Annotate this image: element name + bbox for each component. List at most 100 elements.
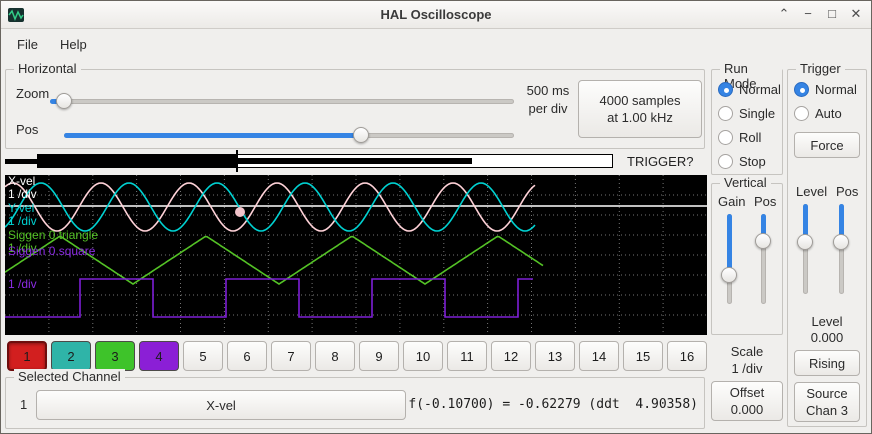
radio-dot <box>718 82 733 97</box>
channel-button-9[interactable]: 9 <box>359 341 399 371</box>
run-mode-group: Run Mode Normal Single Roll Stop <box>711 61 783 175</box>
rate-line1: 500 ms <box>526 83 570 98</box>
radio-label: Normal <box>739 82 781 97</box>
vertical-pos-slider[interactable] <box>754 214 772 304</box>
trigger-level-label: Level <box>796 184 828 199</box>
trigger-group-label: Trigger <box>796 61 845 76</box>
selected-channel-number: 1 <box>20 397 28 412</box>
trigger-position-bar[interactable] <box>37 154 613 168</box>
trigger-position-tick[interactable] <box>236 150 238 172</box>
trigger-question-label: TRIGGER? <box>627 154 694 169</box>
samples-line1: 4000 samples <box>599 93 681 108</box>
window-title: HAL Oscilloscope <box>380 7 492 22</box>
scale-value: 1 /div <box>731 361 763 376</box>
samples-button[interactable]: 4000 samples at 1.00 kHz <box>578 80 702 138</box>
offset-value: 0.000 <box>730 402 764 417</box>
radio-normal[interactable]: Normal <box>718 82 781 97</box>
horizontal-group-label: Horizontal <box>14 61 81 76</box>
channel-button-10[interactable]: 10 <box>403 341 443 371</box>
minimize-button[interactable]: − <box>804 6 812 21</box>
menubar: File Help <box>1 30 871 58</box>
pos-slider-handle[interactable] <box>353 127 369 143</box>
samples-line2: at 1.00 kHz <box>607 110 673 125</box>
scale-display: Scale 1 /div <box>711 343 783 377</box>
shade-button[interactable]: ⌃ <box>778 6 790 21</box>
trigger-mode-options: Normal Auto <box>794 82 857 121</box>
gain-slider[interactable] <box>720 214 738 304</box>
zoom-slider-handle[interactable] <box>55 93 72 109</box>
trigger-level-slider[interactable] <box>796 204 814 294</box>
app-icon <box>8 7 24 23</box>
channel-button-6[interactable]: 6 <box>227 341 267 371</box>
gain-slider-handle[interactable] <box>721 267 737 284</box>
channel-button-8[interactable]: 8 <box>315 341 355 371</box>
trigger-pos-label: Pos <box>836 184 859 199</box>
zoom-slider-trough[interactable] <box>50 99 514 104</box>
vertical-group-label: Vertical <box>720 175 771 190</box>
trigger-level-value: 0.000 <box>810 330 844 345</box>
channel-button-14[interactable]: 14 <box>579 341 619 371</box>
channel-buttons: 1 2 3 4 5 6 7 8 9 10 11 12 13 14 15 16 <box>7 341 707 371</box>
close-button[interactable]: ✕ <box>850 6 862 21</box>
trigger-pos-slider-handle[interactable] <box>833 233 849 250</box>
radio-normal[interactable]: Normal <box>794 82 857 97</box>
offset-label: Offset <box>729 385 765 400</box>
radio-label: Auto <box>815 106 842 121</box>
trigger-pos-slider[interactable] <box>832 204 850 294</box>
channel-button-7[interactable]: 7 <box>271 341 311 371</box>
gain-slider-trough[interactable] <box>727 214 732 304</box>
zoom-label: Zoom <box>16 86 50 101</box>
radio-stop[interactable]: Stop <box>718 154 781 169</box>
maximize-button[interactable]: □ <box>828 6 836 21</box>
channel-button-16[interactable]: 16 <box>667 341 707 371</box>
radio-dot <box>794 82 809 97</box>
trigger-level-slider-handle[interactable] <box>797 233 813 250</box>
channel-button-13[interactable]: 13 <box>535 341 575 371</box>
trigger-group: Trigger Normal Auto Force Level Pos Level… <box>787 61 867 427</box>
channel-button-4[interactable]: 4 <box>139 341 179 371</box>
pos-slider-trough[interactable] <box>64 133 514 138</box>
trigger-marker-dot <box>235 207 245 217</box>
radio-auto[interactable]: Auto <box>794 106 857 121</box>
run-mode-options: Normal Single Roll Stop <box>718 82 781 169</box>
channel-button-2[interactable]: 2 <box>51 341 91 371</box>
radio-single[interactable]: Single <box>718 106 781 121</box>
menu-file[interactable]: File <box>17 36 38 52</box>
radio-dot <box>794 106 809 121</box>
channel-button-15[interactable]: 15 <box>623 341 663 371</box>
pos-slider[interactable] <box>64 126 514 144</box>
trigger-bar-left-segment <box>5 159 37 164</box>
channel-name-button[interactable]: X-vel <box>36 390 406 420</box>
radio-label: Single <box>739 106 776 121</box>
offset-button[interactable]: Offset 0.000 <box>711 381 783 421</box>
scope-channel-label: Siggen 0.triangle <box>8 228 98 242</box>
vertical-pos-slider-handle[interactable] <box>755 233 771 249</box>
pos-label: Pos <box>16 122 39 137</box>
window-controls: ⌃ − □ ✕ <box>777 6 863 22</box>
zoom-slider[interactable] <box>50 92 514 110</box>
radio-dot <box>718 154 733 169</box>
force-button[interactable]: Force <box>794 132 860 158</box>
radio-label: Stop <box>739 154 766 169</box>
selected-channel-group: Selected Channel 1 X-vel f(-0.10700) = -… <box>5 369 705 429</box>
scope-channel-label: 1 /div <box>8 241 37 255</box>
channel-button-5[interactable]: 5 <box>183 341 223 371</box>
channel-button-11[interactable]: 11 <box>447 341 487 371</box>
rising-button[interactable]: Rising <box>794 350 860 376</box>
channel-button-3[interactable]: 3 <box>95 341 135 371</box>
menu-help[interactable]: Help <box>59 36 87 52</box>
vertical-pos-slider-trough[interactable] <box>761 214 766 304</box>
vertical-pos-slider-fill <box>761 214 766 241</box>
trigger-bar-filled-region <box>38 155 238 167</box>
radio-roll[interactable]: Roll <box>718 130 781 145</box>
channel-button-12[interactable]: 12 <box>491 341 531 371</box>
trigger-level-slider-fill <box>803 204 808 242</box>
scope-display[interactable]: X-vel 1 /div Y-vel 1 /div Siggen 0.triangle 1… <box>4 174 707 335</box>
scope-channel-label: Siggen 0.square <box>8 244 96 258</box>
vertical-pos-label: Pos <box>754 194 777 209</box>
pos-slider-fill <box>64 133 361 138</box>
source-button[interactable]: Source Chan 3 <box>794 382 860 422</box>
channel-button-1[interactable]: 1 <box>7 341 47 371</box>
radio-label: Normal <box>815 82 857 97</box>
